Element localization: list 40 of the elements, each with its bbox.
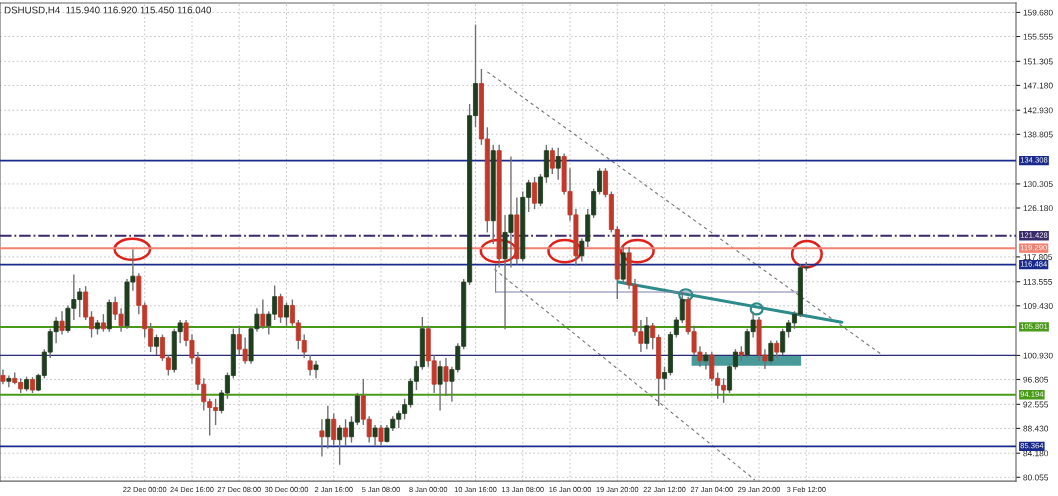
candlestick — [768, 339, 774, 365]
y-tick-label: 100.930 — [1023, 352, 1053, 359]
candlestick — [319, 418, 325, 458]
y-tick-label: 151.305 — [1023, 58, 1053, 65]
y-tick-label: 138.805 — [1023, 131, 1053, 138]
candlestick — [343, 418, 349, 447]
candlestick — [59, 310, 65, 336]
y-tick-label: 80.055 — [1023, 474, 1049, 481]
candlestick — [555, 147, 561, 181]
candlestick — [307, 354, 313, 377]
candlestick — [154, 333, 160, 356]
y-tick-label: 147.180 — [1023, 82, 1053, 89]
candlestick — [278, 293, 284, 324]
y-tick-label: 109.430 — [1023, 303, 1053, 309]
y-tick-label: 84.180 — [1023, 450, 1049, 457]
y-tick-label: 88.430 — [1023, 425, 1049, 432]
candlestick — [260, 298, 266, 330]
y-tick-label: 155.555 — [1023, 33, 1053, 40]
candlestick — [443, 357, 449, 397]
candlestick — [325, 405, 331, 450]
candlestick — [644, 316, 650, 350]
chart-title: DSHUSD,H4 115.940 116.920 115.450 116.040 — [4, 6, 212, 15]
candlestick — [532, 176, 538, 210]
candlestick — [6, 374, 12, 388]
y-tick-label: 130.305 — [1023, 181, 1053, 188]
candlestick — [284, 301, 289, 327]
candlestick — [372, 424, 378, 447]
candlestick — [331, 412, 337, 447]
y-tick-label: 159.680 — [1023, 9, 1053, 16]
candlestick — [549, 147, 555, 175]
y-tick-label: 142.930 — [1023, 107, 1053, 114]
candlestick — [437, 360, 443, 412]
candlestick — [337, 424, 343, 466]
y-tick-label: 92.555 — [1023, 401, 1049, 408]
y-tick-label: 126.180 — [1023, 205, 1053, 212]
candlestick — [378, 424, 384, 447]
y-tick-label: 113.555 — [1023, 278, 1053, 285]
candlestick — [313, 360, 319, 380]
y-tick-label: 117.805 — [1023, 254, 1053, 261]
y-tick-label: 96.805 — [1023, 376, 1049, 383]
